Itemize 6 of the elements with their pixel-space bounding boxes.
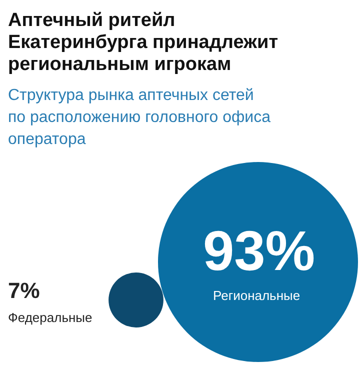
text: Структура рынка аптечных сетей по расположению головного офиса оператора [8,87,271,148]
category-label: Федеральные [8,310,92,325]
category-label: Региональные [213,288,300,303]
data-label: 7% [8,278,40,303]
text: Аптечный ритейл Екатеринбурга принадлежит региональным игрокам [8,10,278,75]
data-label: 93% [203,219,316,282]
